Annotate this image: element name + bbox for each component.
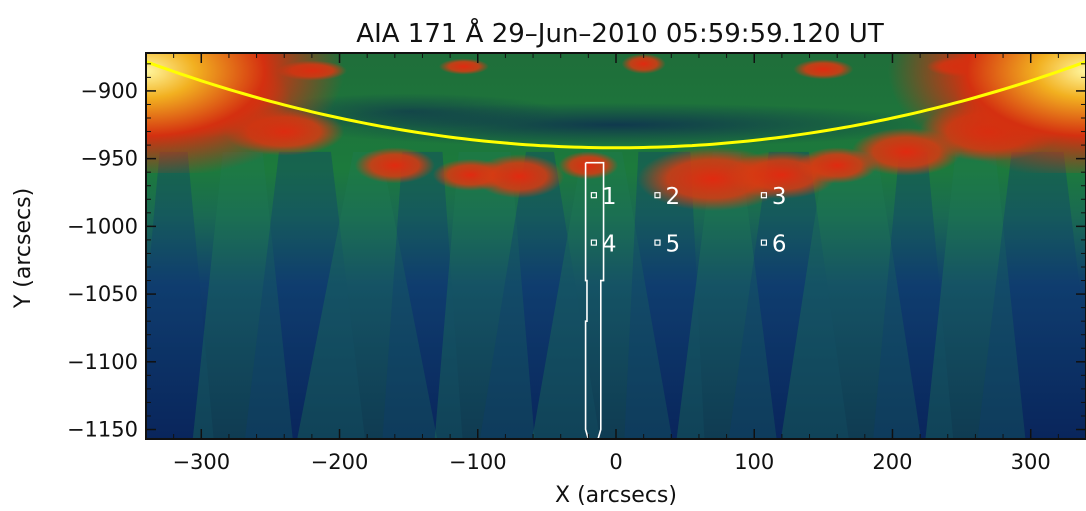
sample-point-3: 3 xyxy=(760,184,787,210)
sample-point-1: 1 xyxy=(590,184,617,210)
x-tick-label: −100 xyxy=(449,450,507,474)
x-tick-label: 100 xyxy=(734,450,774,474)
sample-point-marker xyxy=(760,239,768,246)
x-tick-label: 200 xyxy=(872,450,912,474)
x-tick-label: 0 xyxy=(609,450,622,474)
sample-point-6: 6 xyxy=(760,232,787,258)
sample-point-2: 2 xyxy=(654,184,680,210)
x-tick-label: 300 xyxy=(1011,450,1051,474)
sample-point-4: 4 xyxy=(590,232,617,258)
solar-image xyxy=(146,53,1086,439)
sample-point-marker xyxy=(654,239,661,246)
sample-point-marker xyxy=(760,192,768,199)
y-tick-label: −1050 xyxy=(67,282,138,306)
sample-point-label: 5 xyxy=(665,232,680,258)
sample-point-label: 4 xyxy=(602,232,617,258)
sample-point-label: 3 xyxy=(772,184,787,210)
sample-point-label: 1 xyxy=(602,184,617,210)
x-tick-label: −300 xyxy=(172,450,230,474)
sample-point-marker xyxy=(654,192,661,199)
x-axis-label: X (arcsecs) xyxy=(555,483,677,508)
y-axis-label: Y (arcsecs) xyxy=(11,188,36,309)
sample-point-label: 2 xyxy=(665,184,680,210)
solar-limb-curve xyxy=(146,60,1086,150)
sample-point-marker xyxy=(590,239,597,246)
sample-point-5: 5 xyxy=(654,232,680,258)
sample-point-label: 6 xyxy=(772,232,787,258)
plot-title: AIA 171 Å 29–Jun–2010 05:59:59.120 UT xyxy=(356,17,884,49)
y-tick-label: −1100 xyxy=(67,350,138,374)
x-tick-label: −200 xyxy=(311,450,369,474)
y-tick-label: −900 xyxy=(80,79,138,103)
y-tick-label: −1150 xyxy=(67,418,138,442)
y-tick-label: −1000 xyxy=(67,214,138,238)
slit-contour xyxy=(584,161,605,439)
sample-point-marker xyxy=(590,192,597,199)
y-tick-label: −950 xyxy=(80,147,138,171)
